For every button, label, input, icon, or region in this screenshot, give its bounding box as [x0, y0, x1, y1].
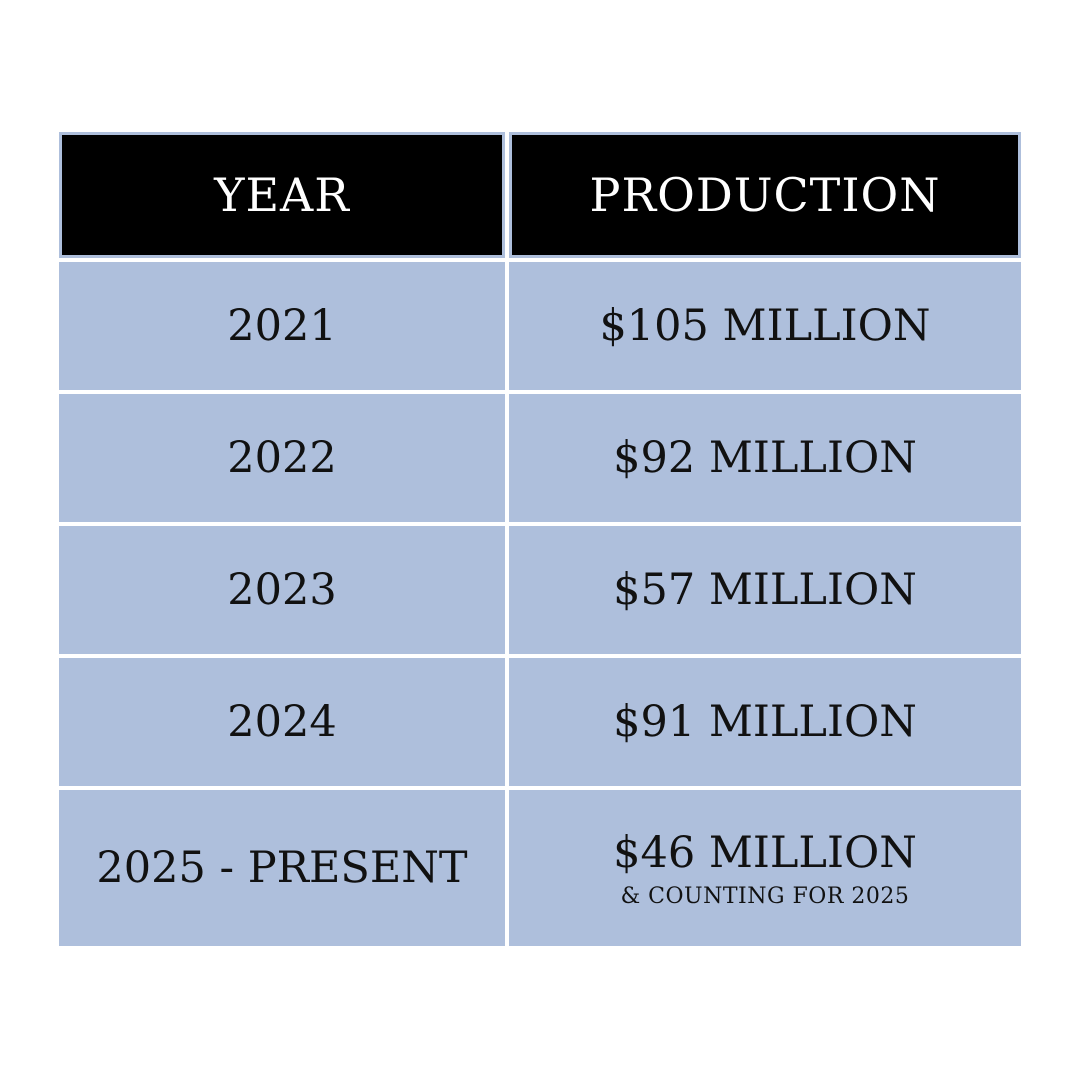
year-value: 2022	[227, 433, 337, 483]
year-value: 2025 - PRESENT	[96, 843, 468, 893]
year-header-label: YEAR	[214, 168, 350, 222]
production-value: $105 MILLION	[599, 301, 931, 351]
production-value: $46 MILLION	[613, 827, 917, 878]
year-value: 2023	[227, 565, 337, 615]
table-row: 2023 $57 MILLION	[59, 526, 1021, 654]
table-row: 2024 $91 MILLION	[59, 658, 1021, 786]
production-value: $92 MILLION	[613, 433, 917, 483]
production-table: YEAR PRODUCTION 2021 $105 MILLION 2022 $…	[59, 132, 1021, 950]
year-column-header: YEAR	[59, 132, 505, 258]
year-cell: 2025 - PRESENT	[59, 790, 505, 946]
table-row: 2021 $105 MILLION	[59, 262, 1021, 390]
year-cell: 2023	[59, 526, 505, 654]
year-cell: 2021	[59, 262, 505, 390]
production-note: & COUNTING FOR 2025	[620, 883, 910, 909]
year-value: 2021	[227, 301, 337, 351]
production-cell: $46 MILLION & COUNTING FOR 2025	[509, 790, 1021, 946]
production-value: $91 MILLION	[613, 697, 917, 747]
production-cell: $57 MILLION	[509, 526, 1021, 654]
production-value: $57 MILLION	[613, 565, 917, 615]
table-header-row: YEAR PRODUCTION	[59, 132, 1021, 258]
year-cell: 2022	[59, 394, 505, 522]
year-value: 2024	[227, 697, 337, 747]
year-cell: 2024	[59, 658, 505, 786]
production-column-header: PRODUCTION	[509, 132, 1021, 258]
production-cell: $92 MILLION	[509, 394, 1021, 522]
table-row: 2022 $92 MILLION	[59, 394, 1021, 522]
production-header-label: PRODUCTION	[589, 168, 941, 222]
table-row: 2025 - PRESENT $46 MILLION & COUNTING FO…	[59, 790, 1021, 946]
production-cell: $105 MILLION	[509, 262, 1021, 390]
production-cell: $91 MILLION	[509, 658, 1021, 786]
